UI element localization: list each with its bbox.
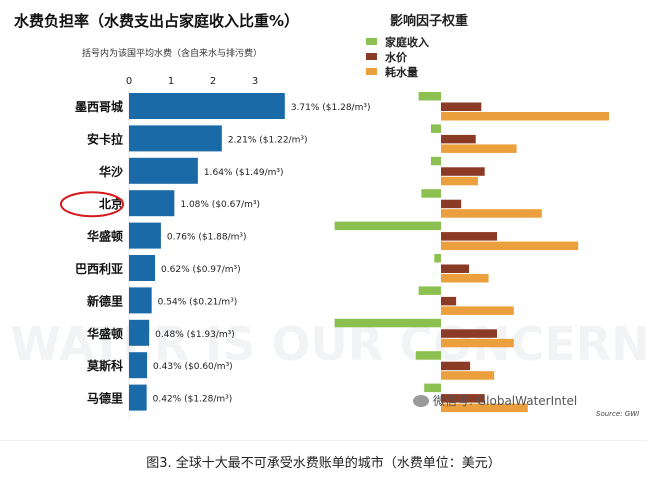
factor-bar-水价-8 xyxy=(441,361,471,371)
factor-bar-家庭收入-5 xyxy=(434,254,441,263)
value-label-2: 1.64% ($1.49/m³) xyxy=(204,168,284,178)
legend-item-price: 水价 xyxy=(366,49,429,64)
factor-bar-水价-9 xyxy=(441,394,485,403)
factor-bar-耗水量-8 xyxy=(441,371,495,380)
watermark-text: WATER IS OUR CONCERN xyxy=(10,317,647,371)
factor-bar-水价-7 xyxy=(441,329,497,338)
factor-bar-耗水量-3 xyxy=(441,209,542,218)
category-label-8: 莫斯科 xyxy=(87,358,123,373)
chart-subtitle: 括号内为该国平均水费（含自来水与排污费） xyxy=(82,49,263,59)
factor-bar-水价-5 xyxy=(441,264,469,273)
factor-bar-家庭收入-6 xyxy=(418,286,441,295)
legend-swatch-consumption xyxy=(366,68,377,75)
category-label-9: 马德里 xyxy=(87,391,123,406)
bar-2 xyxy=(129,157,198,184)
legend-label-price: 水价 xyxy=(385,50,407,64)
figure-caption: 图3. 全球十大最不可承受水费账单的城市（水费单位：美元） xyxy=(146,456,501,471)
category-label-2: 华沙 xyxy=(99,164,123,179)
wechat-watermark: 微信号: GlobalWaterIntel xyxy=(413,392,577,409)
factor-bar-水价-6 xyxy=(441,296,457,306)
value-label-1: 2.21% ($1.22/m³) xyxy=(228,135,308,145)
factor-bar-家庭收入-2 xyxy=(430,156,441,166)
bar-5 xyxy=(129,255,156,281)
value-label-5: 0.62% ($0.97/m³) xyxy=(161,265,241,275)
bar-0 xyxy=(129,93,285,119)
category-label-1: 安卡拉 xyxy=(87,131,123,146)
value-label-8: 0.43% ($0.60/m³) xyxy=(153,362,233,372)
legend-label-consumption: 耗水量 xyxy=(385,65,418,79)
bar-6 xyxy=(129,287,152,314)
value-label-3: 1.08% ($0.67/m³) xyxy=(180,200,260,210)
factor-bar-家庭收入-4 xyxy=(334,221,441,231)
factor-bar-水价-4 xyxy=(441,232,497,241)
category-label-3: 北京 xyxy=(99,196,123,211)
factor-bar-耗水量-6 xyxy=(441,306,514,315)
factor-bar-家庭收入-9 xyxy=(424,383,441,393)
value-label-7: 0.48% ($1.93/m³) xyxy=(155,330,235,340)
factor-bar-耗水量-9 xyxy=(441,403,528,413)
factor-bar-家庭收入-8 xyxy=(415,351,441,360)
source-note: Source: GWI xyxy=(596,410,640,418)
value-label-6: 0.54% ($0.21/m³) xyxy=(158,297,238,307)
wechat-label: 微信号: GlobalWaterIntel xyxy=(433,394,578,408)
factor-bar-水价-3 xyxy=(441,199,462,209)
factor-bar-耗水量-5 xyxy=(441,274,489,283)
factor-bar-耗水量-4 xyxy=(441,241,579,251)
factor-bar-耗水量-7 xyxy=(441,338,514,348)
factor-bar-家庭收入-1 xyxy=(430,124,441,133)
legend-item-consumption: 耗水量 xyxy=(366,64,429,79)
value-label-9: 0.42% ($1.28/m³) xyxy=(153,395,233,405)
bar-1 xyxy=(129,125,222,152)
legend: 家庭收入 水价 耗水量 xyxy=(366,34,429,79)
legend-item-income: 家庭收入 xyxy=(366,34,429,49)
bar-8 xyxy=(129,352,148,379)
factor-bar-水价-0 xyxy=(441,102,482,111)
x-tick-label-2: 2 xyxy=(210,76,216,87)
bar-9 xyxy=(129,384,147,411)
value-label-0: 3.71% ($1.28/m³) xyxy=(291,103,371,113)
bar-7 xyxy=(129,319,150,346)
bar-3 xyxy=(129,190,175,217)
factor-bar-耗水量-2 xyxy=(441,176,478,186)
bar-4 xyxy=(129,222,161,249)
factor-bar-水价-2 xyxy=(441,167,485,176)
category-label-6: 新德里 xyxy=(87,293,123,308)
category-label-5: 巴西利亚 xyxy=(75,261,123,276)
factor-bar-水价-1 xyxy=(441,134,476,144)
legend-swatch-price xyxy=(366,53,377,60)
category-label-0: 墨西哥城 xyxy=(75,99,123,114)
category-label-4: 华盛顿 xyxy=(87,229,123,244)
x-tick-label-0: 0 xyxy=(126,76,132,87)
factor-bar-耗水量-0 xyxy=(441,112,609,121)
x-tick-label-1: 1 xyxy=(168,76,174,87)
chart-title: 水费负担率（水费支出占家庭收入比重%） xyxy=(14,12,300,30)
factor-bar-耗水量-1 xyxy=(441,144,517,153)
legend-label-income: 家庭收入 xyxy=(385,35,429,49)
factor-bar-家庭收入-7 xyxy=(334,318,441,328)
factor-bar-家庭收入-0 xyxy=(418,92,441,101)
chart-canvas: WATER IS OUR CONCERN 0 1 2 3 墨西哥城 3.71% ($1.28… xyxy=(10,76,647,417)
wechat-icon xyxy=(413,394,429,407)
factor-panel-title: 影响因子权重 xyxy=(390,14,469,29)
x-tick-label-3: 3 xyxy=(252,76,258,87)
value-label-4: 0.76% ($1.88/m³) xyxy=(167,233,247,243)
category-label-7: 华盛顿 xyxy=(87,326,123,341)
legend-swatch-income xyxy=(366,38,377,45)
highlight-ring xyxy=(60,191,124,218)
divider xyxy=(0,440,647,441)
factor-bar-家庭收入-3 xyxy=(421,189,441,198)
